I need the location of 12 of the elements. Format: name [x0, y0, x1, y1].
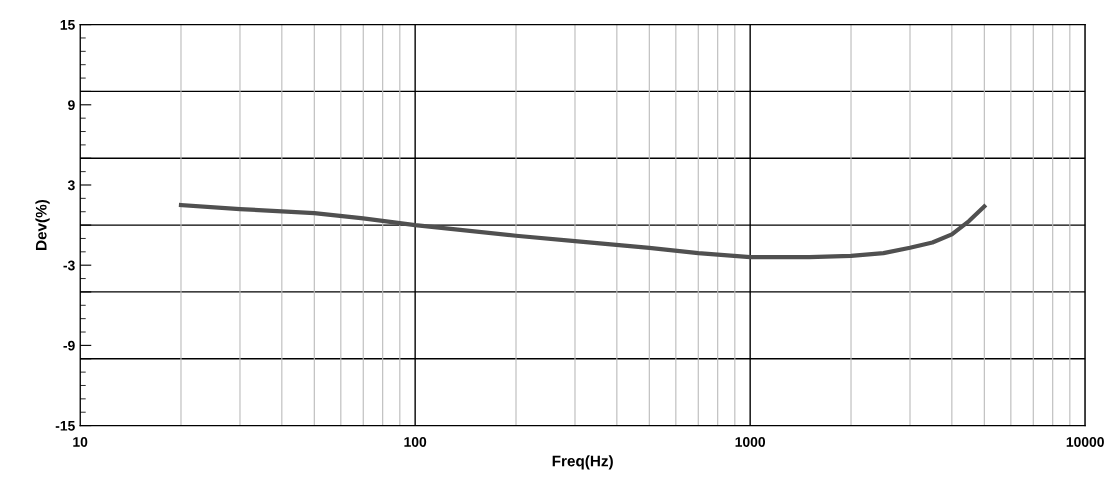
x-axis-title: Freq(Hz)	[552, 455, 613, 470]
y-tick-label: -3	[63, 260, 75, 271]
y-tick-label: 9	[68, 100, 75, 110]
x-tick-label: 10000	[1066, 437, 1104, 447]
y-tick-label: 3	[67, 180, 75, 191]
x-tick-label: 10	[73, 437, 88, 447]
y-tick-label: -15	[55, 421, 75, 431]
x-tick-label: 1000	[735, 437, 766, 447]
y-tick-label: -9	[63, 340, 75, 351]
y-tick-label: 15	[60, 20, 75, 30]
y-axis-title: Dev(%)	[35, 199, 50, 250]
x-tick-label: 100	[404, 437, 427, 447]
